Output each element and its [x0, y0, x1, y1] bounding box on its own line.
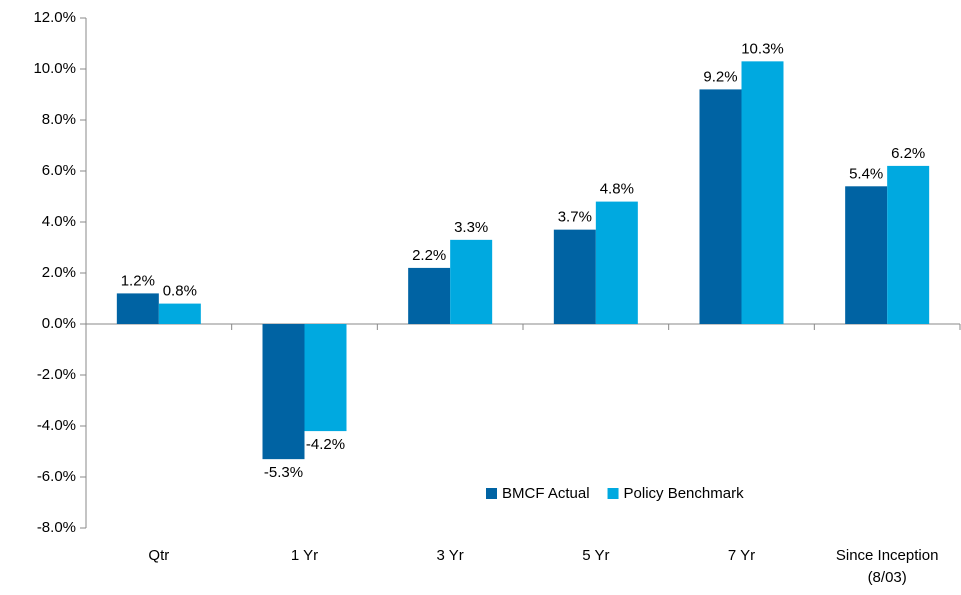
x-tick-label: 1 Yr	[290, 547, 319, 564]
y-tick-label: -4.0%	[37, 417, 76, 434]
y-tick-label: 12.0%	[33, 9, 76, 26]
bar	[262, 324, 305, 460]
x-tick-label: 5 Yr	[582, 547, 610, 564]
legend-swatch	[486, 488, 497, 499]
value-label: 2.2%	[412, 247, 446, 264]
legend-swatch	[607, 488, 619, 499]
value-label: 3.7%	[558, 209, 592, 226]
value-label: -4.2%	[306, 436, 345, 453]
bar	[887, 165, 930, 324]
bar	[553, 229, 596, 324]
x-tick-label: Since Inception (8/03)	[835, 547, 939, 586]
y-tick-label: 2.0%	[42, 264, 76, 281]
value-label: 5.4%	[849, 165, 883, 182]
value-label: 0.8%	[163, 283, 197, 300]
bar	[408, 267, 451, 324]
y-tick-label: 4.0%	[42, 213, 76, 230]
legend-label: BMCF Actual	[502, 485, 590, 502]
bar	[158, 303, 201, 324]
legend-label: Policy Benchmark	[624, 485, 745, 502]
value-label: 10.3%	[741, 40, 784, 57]
y-tick-label: 6.0%	[42, 162, 76, 179]
value-label: 6.2%	[891, 145, 925, 162]
y-tick-label: -6.0%	[37, 468, 76, 485]
y-tick-label: 10.0%	[33, 60, 76, 77]
bar	[450, 239, 493, 324]
y-tick-label: -8.0%	[37, 519, 76, 536]
value-label: 3.3%	[454, 219, 488, 236]
bar	[699, 89, 742, 325]
bar	[741, 61, 784, 324]
y-tick-label: -2.0%	[37, 366, 76, 383]
x-tick-label: 3 Yr	[436, 547, 464, 564]
y-tick-label: 0.0%	[42, 315, 76, 332]
value-label: -5.3%	[264, 464, 303, 481]
value-label: 4.8%	[600, 181, 634, 198]
value-label: 1.2%	[121, 272, 155, 289]
x-tick-label: Qtr	[148, 547, 170, 564]
value-label: 9.2%	[703, 68, 737, 85]
bar	[304, 324, 347, 432]
bar	[845, 186, 888, 324]
x-tick-label: 7 Yr	[727, 547, 756, 564]
bar	[116, 293, 159, 324]
y-tick-label: 8.0%	[42, 111, 76, 128]
bar	[595, 201, 638, 324]
